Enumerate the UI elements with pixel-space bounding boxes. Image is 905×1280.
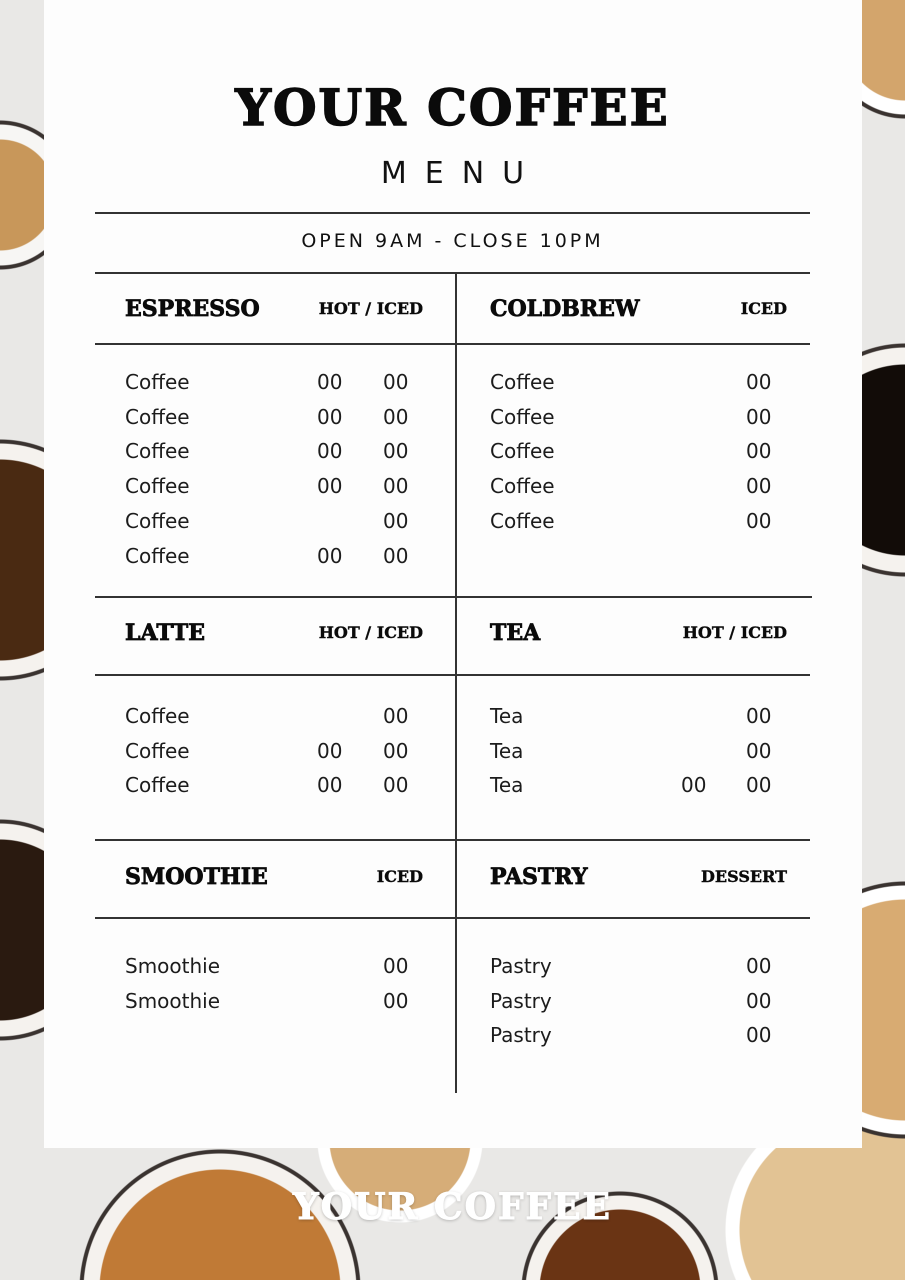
menu-item-price-hot: 00 [317, 370, 343, 394]
menu-item-price-hot: 00 [317, 543, 343, 568]
divider [95, 596, 812, 598]
footer-brand: YOUR COFFEE [293, 1186, 612, 1229]
menu-item-name: Tea [490, 738, 524, 763]
menu-item-price-iced: 00 [383, 738, 409, 763]
opening-hours: OPEN 9AM - CLOSE 10PM [301, 230, 604, 252]
column-divider [455, 273, 457, 1093]
menu-item-price-hot: 00 [317, 773, 343, 798]
divider [95, 343, 810, 345]
menu-item-name: Pastry [490, 954, 552, 978]
divider [95, 674, 810, 676]
menu-item-name: Tea [490, 773, 524, 798]
menu-item-price-iced: 00 [746, 773, 772, 798]
menu-item-name: Smoothie [125, 988, 221, 1013]
divider [95, 212, 810, 214]
menu-item-price-iced: 00 [746, 1023, 772, 1048]
menu-item-price-hot: 00 [317, 439, 343, 464]
page-title: YOUR COFFEE [235, 77, 670, 138]
menu-subtitle: MENU [380, 156, 543, 191]
menu-item-name: Coffee [125, 508, 190, 533]
menu-item-name: Smoothie [125, 954, 221, 978]
divider [95, 272, 810, 274]
menu-item-price-iced: 00 [746, 954, 772, 978]
menu-item-price-iced: 00 [383, 474, 409, 499]
menu-item-price-iced: 00 [746, 404, 772, 429]
menu-item-price-iced: 00 [383, 704, 409, 728]
menu-item-price-iced: 00 [383, 954, 409, 978]
menu-item-price-iced: 00 [746, 508, 772, 533]
divider [95, 839, 810, 841]
menu-item-name: Coffee [125, 543, 190, 568]
menu-item-name: Coffee [490, 439, 555, 464]
menu-item-name: Coffee [490, 474, 555, 499]
section-tag-smoothie: ICED [376, 867, 424, 886]
menu-item-name: Coffee [125, 704, 190, 728]
menu-item-name: Coffee [490, 508, 555, 533]
section-tag-espresso: HOT / ICED [318, 299, 424, 318]
menu-item-name: Coffee [490, 370, 555, 394]
menu-item-name: Coffee [125, 773, 190, 798]
menu-item-name: Coffee [125, 404, 190, 429]
menu-item-price-hot: 00 [317, 474, 343, 499]
menu-item-price-iced: 00 [746, 738, 772, 763]
menu-item-name: Coffee [125, 370, 190, 394]
menu-item-price-hot: 00 [681, 773, 707, 798]
section-tag-coldbrew: ICED [740, 299, 788, 318]
section-tag-latte: HOT / ICED [318, 623, 424, 642]
section-title-tea: TEA [490, 620, 541, 647]
menu-item-name: Coffee [125, 738, 190, 763]
menu-item-name: Pastry [490, 1023, 552, 1048]
menu-item-price-iced: 00 [746, 474, 772, 499]
menu-item-name: Pastry [490, 988, 552, 1013]
menu-item-price-hot: 00 [317, 404, 343, 429]
menu-item-name: Coffee [490, 404, 555, 429]
menu-item-name: Coffee [125, 439, 190, 464]
section-title-smoothie: SMOOTHIE [125, 864, 269, 891]
menu-item-name: Tea [490, 704, 524, 728]
section-title-latte: LATTE [125, 620, 206, 647]
section-tag-pastry: DESSERT [701, 867, 787, 886]
menu-item-price-iced: 00 [383, 773, 409, 798]
menu-panel [44, 0, 862, 1148]
menu-item-price-iced: 00 [746, 439, 772, 464]
menu-item-price-hot: 00 [317, 738, 343, 763]
section-title-espresso: ESPRESSO [125, 296, 261, 323]
menu-item-price-iced: 00 [383, 508, 409, 533]
menu-item-price-iced: 00 [383, 988, 409, 1013]
section-tag-tea: HOT / ICED [682, 623, 788, 642]
menu-item-price-iced: 00 [746, 988, 772, 1013]
menu-item-price-iced: 00 [383, 439, 409, 464]
menu-item-price-iced: 00 [746, 704, 772, 728]
menu-item-name: Coffee [125, 474, 190, 499]
section-title-pastry: PASTRY [490, 864, 588, 891]
menu-item-price-iced: 00 [383, 404, 409, 429]
menu-item-price-iced: 00 [746, 370, 772, 394]
menu-item-price-iced: 00 [383, 543, 409, 568]
divider [95, 917, 810, 919]
section-title-coldbrew: COLDBREW [490, 296, 640, 323]
menu-item-price-iced: 00 [383, 370, 409, 394]
